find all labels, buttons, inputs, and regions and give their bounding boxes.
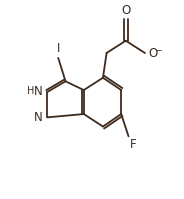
Text: O: O: [121, 4, 130, 17]
Text: I: I: [56, 42, 60, 55]
Text: −: −: [154, 45, 162, 54]
Text: F: F: [130, 138, 137, 151]
Text: N: N: [34, 111, 43, 124]
Text: N: N: [34, 85, 43, 98]
Text: O: O: [148, 47, 158, 60]
Text: H: H: [27, 86, 35, 96]
